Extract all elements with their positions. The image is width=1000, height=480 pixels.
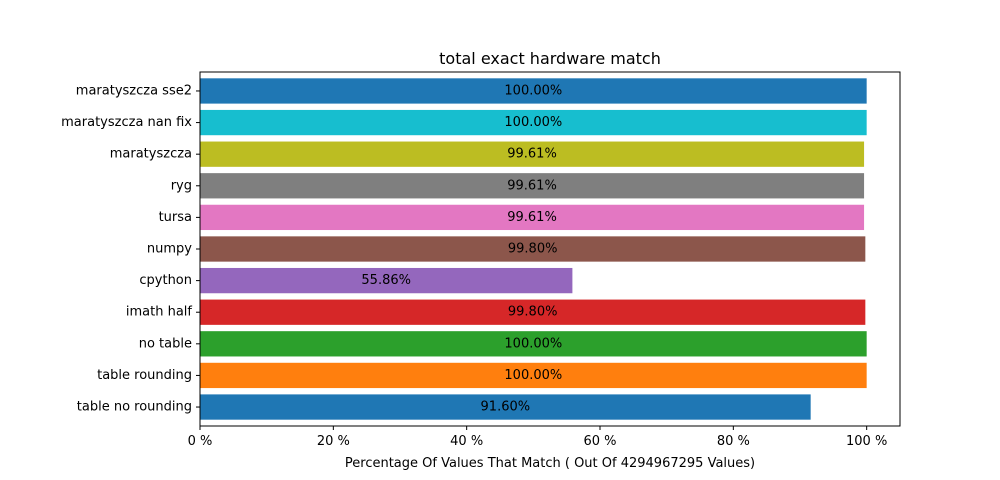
bar-value-label: 100.00% [504,115,562,130]
bars-group: 100.00% 100.00% 99.61% 99.61% 99.61% 99.80% 55… [200,78,867,420]
bar-value-label: 99.80% [508,242,558,257]
y-tick-label: ryg [171,178,192,193]
bar [200,141,865,167]
bar [200,362,867,389]
bar-value-label: 91.60% [481,400,531,415]
x-tick-label: 20 % [317,434,350,449]
y-tick-label: no table [139,336,192,351]
bar [200,267,573,294]
bar-value-label: 99.61% [507,147,557,162]
bar [200,173,865,199]
bar-value-label: 55.86% [361,273,411,288]
bar [200,331,867,357]
bar-value-label: 99.61% [507,210,557,225]
x-tick-label: 60 % [583,434,616,449]
bar-value-label: 100.00% [504,336,562,351]
y-tick-label: table no rounding [77,400,192,415]
bar [200,236,866,262]
x-axis-label: Percentage Of Values That Match ( Out Of… [345,456,755,471]
bar [200,299,866,325]
bar [200,204,865,231]
x-tick-label: 0 % [188,434,213,449]
x-tick-label: 100 % [846,434,887,449]
bar-value-label: 100.00% [504,83,562,98]
bar [200,394,811,420]
x-axis: 0 % 20 % 40 % 60 % 80 % 100 % [188,426,887,449]
x-tick-label: 40 % [450,434,483,449]
y-tick-label: maratyszcza [110,147,192,162]
plot-frame [199,71,901,427]
y-tick-label: table rounding [97,368,192,383]
y-tick-label: maratyszcza sse2 [76,83,192,98]
bar-value-label: 99.80% [508,305,558,320]
y-tick-labels: maratyszcza sse2 maratyszcza nan fix marat… [61,83,200,415]
y-tick-label: maratyszcza nan fix [61,115,192,130]
bar [200,78,867,104]
y-tick-label: imath half [126,305,193,320]
y-tick-label: cpython [139,273,192,288]
x-tick-label: 80 % [717,434,750,449]
chart-title: total exact hardware match [439,49,661,68]
bar [200,109,867,136]
y-tick-label: numpy [147,242,192,257]
bar-value-label: 99.61% [507,178,557,193]
bar-value-label: 100.00% [504,368,562,383]
y-tick-label: tursa [159,210,192,225]
